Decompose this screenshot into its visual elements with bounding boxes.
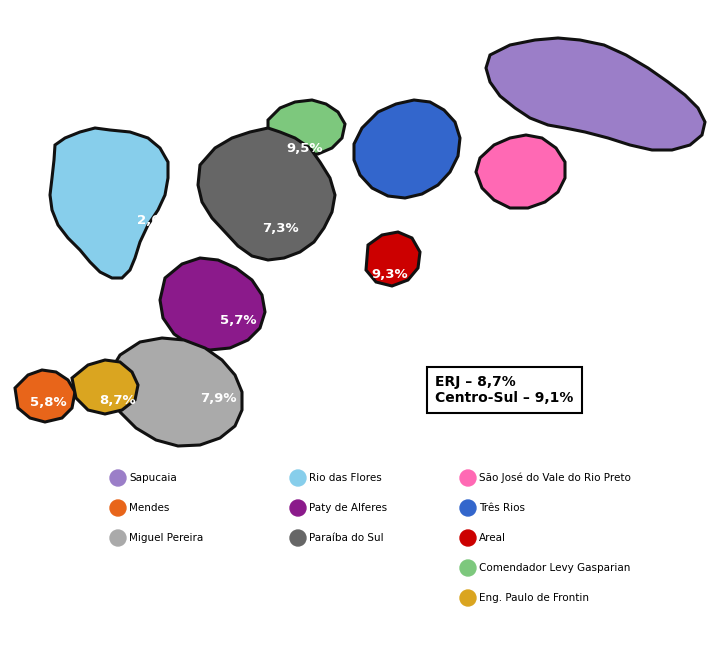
Polygon shape <box>486 38 705 150</box>
Circle shape <box>460 560 476 576</box>
Text: 15,7%: 15,7% <box>397 203 443 216</box>
Circle shape <box>460 590 476 606</box>
Circle shape <box>290 530 306 546</box>
Circle shape <box>460 500 476 516</box>
Text: 9,5%: 9,5% <box>287 141 323 154</box>
Polygon shape <box>72 360 138 414</box>
Text: 5,7%: 5,7% <box>219 314 256 327</box>
Text: Mendes: Mendes <box>129 503 170 513</box>
Polygon shape <box>160 258 265 350</box>
Circle shape <box>110 500 126 516</box>
Text: 7,3%: 7,3% <box>261 222 298 235</box>
Text: Rio das Flores: Rio das Flores <box>309 473 382 483</box>
Text: 9,3%: 9,3% <box>372 268 409 281</box>
Text: 7,9%: 7,9% <box>200 391 236 404</box>
Text: 8,3%: 8,3% <box>530 229 566 242</box>
Polygon shape <box>50 128 168 278</box>
Text: Paraíba do Sul: Paraíba do Sul <box>309 533 383 543</box>
Text: Eng. Paulo de Frontin: Eng. Paulo de Frontin <box>479 593 589 603</box>
Circle shape <box>110 470 126 486</box>
Text: Comendador Levy Gasparian: Comendador Levy Gasparian <box>479 563 630 573</box>
Circle shape <box>460 530 476 546</box>
Circle shape <box>110 530 126 546</box>
Polygon shape <box>366 232 420 286</box>
Polygon shape <box>354 100 460 198</box>
Text: 8,7%: 8,7% <box>100 393 136 406</box>
Polygon shape <box>198 128 335 260</box>
Text: 2,6%: 2,6% <box>136 213 173 227</box>
Text: Areal: Areal <box>479 533 506 543</box>
Text: São José do Vale do Rio Preto: São José do Vale do Rio Preto <box>479 473 631 483</box>
Polygon shape <box>108 338 242 446</box>
Polygon shape <box>15 370 75 422</box>
Text: Paty de Alferes: Paty de Alferes <box>309 503 387 513</box>
Circle shape <box>290 500 306 516</box>
Text: 5,8%: 5,8% <box>30 395 66 408</box>
Circle shape <box>290 470 306 486</box>
Text: Miguel Pereira: Miguel Pereira <box>129 533 204 543</box>
Circle shape <box>460 470 476 486</box>
Text: ERJ – 8,7%
Centro-Sul – 9,1%: ERJ – 8,7% Centro-Sul – 9,1% <box>435 375 573 405</box>
Text: Sapucaia: Sapucaia <box>129 473 177 483</box>
Polygon shape <box>268 100 345 155</box>
Text: 2,9%: 2,9% <box>572 141 608 154</box>
Text: Três Rios: Três Rios <box>479 503 525 513</box>
Polygon shape <box>476 135 565 208</box>
